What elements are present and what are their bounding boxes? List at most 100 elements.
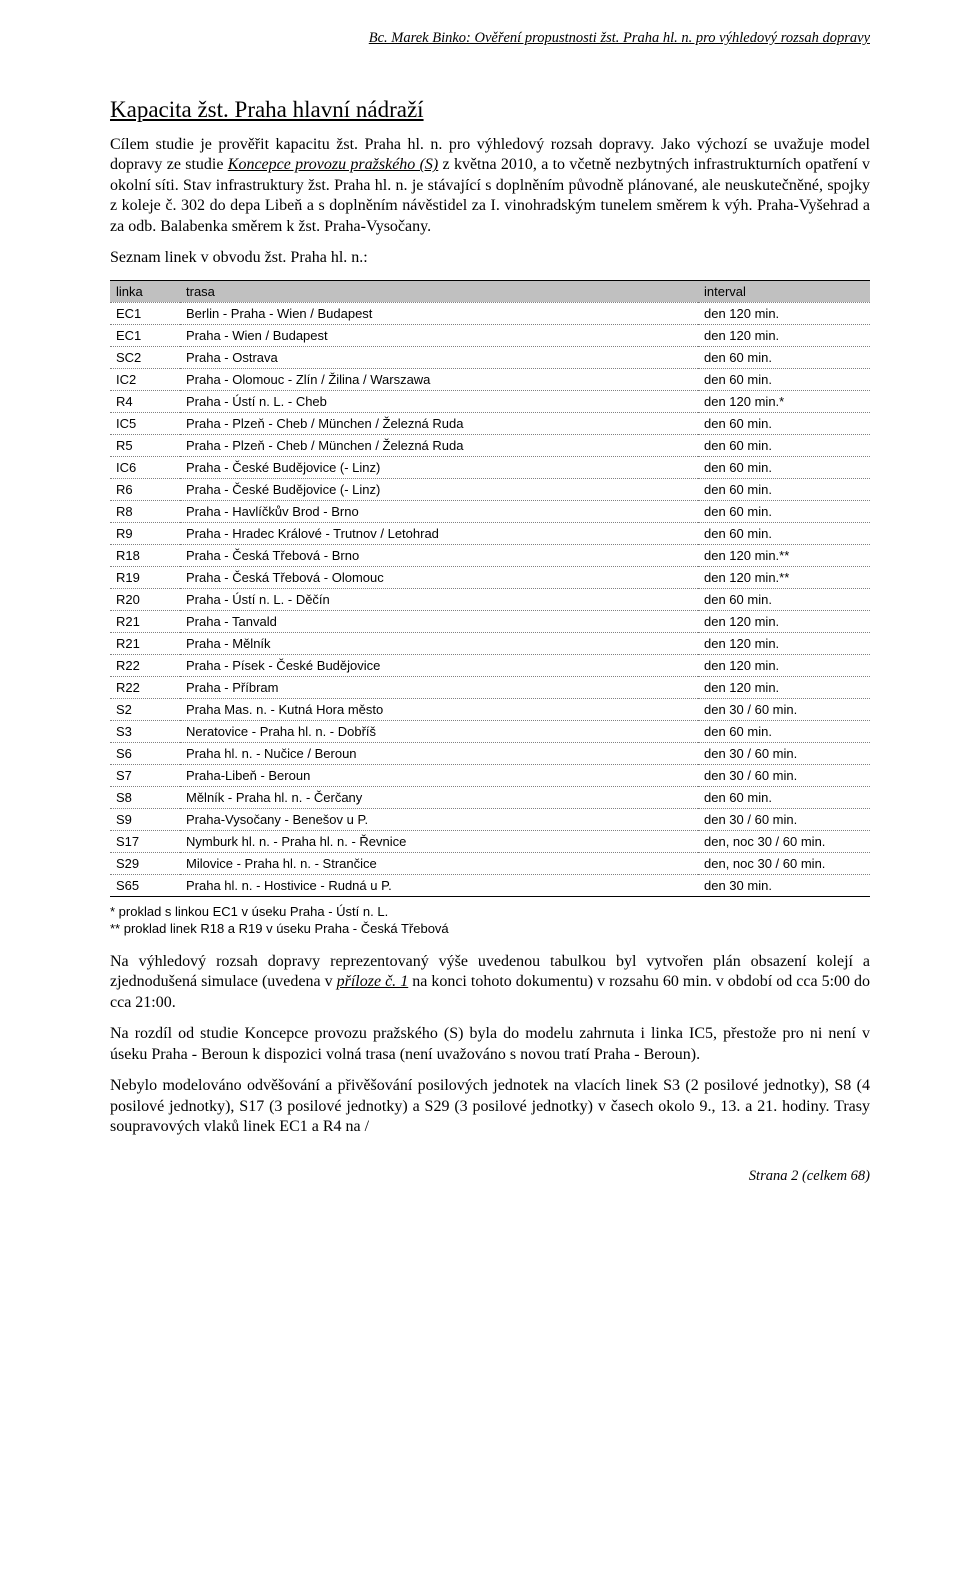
cell-trasa: Mělník - Praha hl. n. - Čerčany — [180, 786, 698, 808]
table-row: IC5Praha - Plzeň - Cheb / München / Žele… — [110, 412, 870, 434]
cell-trasa: Nymburk hl. n. - Praha hl. n. - Řevnice — [180, 830, 698, 852]
table-row: R18Praha - Česká Třebová - Brnoden 120 m… — [110, 544, 870, 566]
cell-interval: den 30 / 60 min. — [698, 764, 870, 786]
table-row: R22Praha - Písek - České Budějoviceden 1… — [110, 654, 870, 676]
cell-trasa: Praha - Plzeň - Cheb / München / Železná… — [180, 434, 698, 456]
after-paragraph-2: Na rozdíl od studie Koncepce provozu pra… — [110, 1024, 870, 1065]
cell-interval: den 60 min. — [698, 786, 870, 808]
cell-linka: EC1 — [110, 324, 180, 346]
cell-interval: den, noc 30 / 60 min. — [698, 852, 870, 874]
table-row: S17Nymburk hl. n. - Praha hl. n. - Řevni… — [110, 830, 870, 852]
lines-table: linka trasa interval EC1Berlin - Praha -… — [110, 280, 870, 897]
cell-linka: R22 — [110, 654, 180, 676]
document-page: Bc. Marek Binko: Ověření propustnosti žs… — [0, 0, 960, 1215]
cell-interval: den 60 min. — [698, 456, 870, 478]
cell-interval: den 60 min. — [698, 368, 870, 390]
cell-linka: R8 — [110, 500, 180, 522]
cell-linka: S9 — [110, 808, 180, 830]
list-label: Seznam linek v obvodu žst. Praha hl. n.: — [110, 248, 870, 268]
table-row: R21Praha - Tanvaldden 120 min. — [110, 610, 870, 632]
cell-linka: IC6 — [110, 456, 180, 478]
table-row: R21Praha - Mělníkden 120 min. — [110, 632, 870, 654]
cell-trasa: Praha hl. n. - Hostivice - Rudná u P. — [180, 874, 698, 896]
cell-interval: den 120 min.* — [698, 390, 870, 412]
cell-linka: R4 — [110, 390, 180, 412]
cell-trasa: Praha - Česká Třebová - Olomouc — [180, 566, 698, 588]
table-row: R5Praha - Plzeň - Cheb / München / Želez… — [110, 434, 870, 456]
table-body: EC1Berlin - Praha - Wien / Budapestden 1… — [110, 302, 870, 896]
cell-trasa: Praha - Příbram — [180, 676, 698, 698]
cell-interval: den 60 min. — [698, 522, 870, 544]
cell-linka: R9 — [110, 522, 180, 544]
cell-linka: R21 — [110, 610, 180, 632]
after-paragraph-1: Na výhledový rozsah dopravy reprezentova… — [110, 952, 870, 1013]
cell-interval: den 60 min. — [698, 588, 870, 610]
cell-trasa: Praha - Plzeň - Cheb / München / Železná… — [180, 412, 698, 434]
cell-interval: den 120 min. — [698, 302, 870, 324]
table-footnotes: * proklad s linkou EC1 v úseku Praha - Ú… — [110, 903, 870, 938]
table-row: R19Praha - Česká Třebová - Olomoucden 12… — [110, 566, 870, 588]
cell-interval: den, noc 30 / 60 min. — [698, 830, 870, 852]
cell-linka: R22 — [110, 676, 180, 698]
cell-linka: S65 — [110, 874, 180, 896]
after-paragraph-3: Nebylo modelováno odvěšování a přivěšová… — [110, 1076, 870, 1137]
table-row: R9Praha - Hradec Králové - Trutnov / Let… — [110, 522, 870, 544]
table-row: R6Praha - České Budějovice (- Linz)den 6… — [110, 478, 870, 500]
cell-interval: den 60 min. — [698, 412, 870, 434]
cell-linka: R21 — [110, 632, 180, 654]
cell-linka: IC2 — [110, 368, 180, 390]
cell-linka: S17 — [110, 830, 180, 852]
cell-trasa: Praha - Havlíčkův Brod - Brno — [180, 500, 698, 522]
cell-interval: den 120 min. — [698, 654, 870, 676]
cell-trasa: Praha - Wien / Budapest — [180, 324, 698, 346]
cell-trasa: Praha - Ostrava — [180, 346, 698, 368]
cell-trasa: Praha - Olomouc - Zlín / Žilina / Warsza… — [180, 368, 698, 390]
cell-linka: S29 — [110, 852, 180, 874]
cell-interval: den 30 min. — [698, 874, 870, 896]
cell-interval: den 120 min. — [698, 676, 870, 698]
cell-trasa: Praha hl. n. - Nučice / Beroun — [180, 742, 698, 764]
cell-interval: den 120 min.** — [698, 544, 870, 566]
cell-linka: S7 — [110, 764, 180, 786]
section-title: Kapacita žst. Praha hlavní nádraží — [110, 97, 870, 123]
cell-linka: R20 — [110, 588, 180, 610]
cell-trasa: Neratovice - Praha hl. n. - Dobříš — [180, 720, 698, 742]
table-row: R22Praha - Příbramden 120 min. — [110, 676, 870, 698]
cell-trasa: Praha - Písek - České Budějovice — [180, 654, 698, 676]
cell-interval: den 120 min. — [698, 610, 870, 632]
th-linka: linka — [110, 280, 180, 302]
table-row: S2Praha Mas. n. - Kutná Hora městoden 30… — [110, 698, 870, 720]
table-row: S3Neratovice - Praha hl. n. - Dobříšden … — [110, 720, 870, 742]
table-row: EC1Praha - Wien / Budapestden 120 min. — [110, 324, 870, 346]
cell-linka: SC2 — [110, 346, 180, 368]
cell-linka: IC5 — [110, 412, 180, 434]
cell-linka: EC1 — [110, 302, 180, 324]
cell-linka: S2 — [110, 698, 180, 720]
th-interval: interval — [698, 280, 870, 302]
page-header: Bc. Marek Binko: Ověření propustnosti žs… — [110, 30, 870, 47]
cell-linka: S6 — [110, 742, 180, 764]
cell-linka: R6 — [110, 478, 180, 500]
cell-interval: den 60 min. — [698, 500, 870, 522]
footnote-1: * proklad s linkou EC1 v úseku Praha - Ú… — [110, 903, 870, 921]
cell-trasa: Praha-Libeň - Beroun — [180, 764, 698, 786]
cell-trasa: Praha - Ústí n. L. - Děčín — [180, 588, 698, 610]
cell-interval: den 120 min.** — [698, 566, 870, 588]
cell-linka: R18 — [110, 544, 180, 566]
table-row: S6Praha hl. n. - Nučice / Berounden 30 /… — [110, 742, 870, 764]
cell-trasa: Praha - Mělník — [180, 632, 698, 654]
cell-interval: den 60 min. — [698, 434, 870, 456]
cell-trasa: Praha - Tanvald — [180, 610, 698, 632]
cell-linka: S8 — [110, 786, 180, 808]
footnote-2: ** proklad linek R18 a R19 v úseku Praha… — [110, 920, 870, 938]
table-row: IC6Praha - České Budějovice (- Linz)den … — [110, 456, 870, 478]
cell-interval: den 30 / 60 min. — [698, 808, 870, 830]
cell-trasa: Praha Mas. n. - Kutná Hora město — [180, 698, 698, 720]
page-footer: Strana 2 (celkem 68) — [110, 1168, 870, 1185]
cell-interval: den 120 min. — [698, 324, 870, 346]
intro-paragraph: Cílem studie je prověřit kapacitu žst. P… — [110, 135, 870, 237]
table-row: EC1Berlin - Praha - Wien / Budapestden 1… — [110, 302, 870, 324]
table-row: SC2Praha - Ostravaden 60 min. — [110, 346, 870, 368]
table-row: S8Mělník - Praha hl. n. - Čerčanyden 60 … — [110, 786, 870, 808]
table-row: R4Praha - Ústí n. L. - Chebden 120 min.* — [110, 390, 870, 412]
